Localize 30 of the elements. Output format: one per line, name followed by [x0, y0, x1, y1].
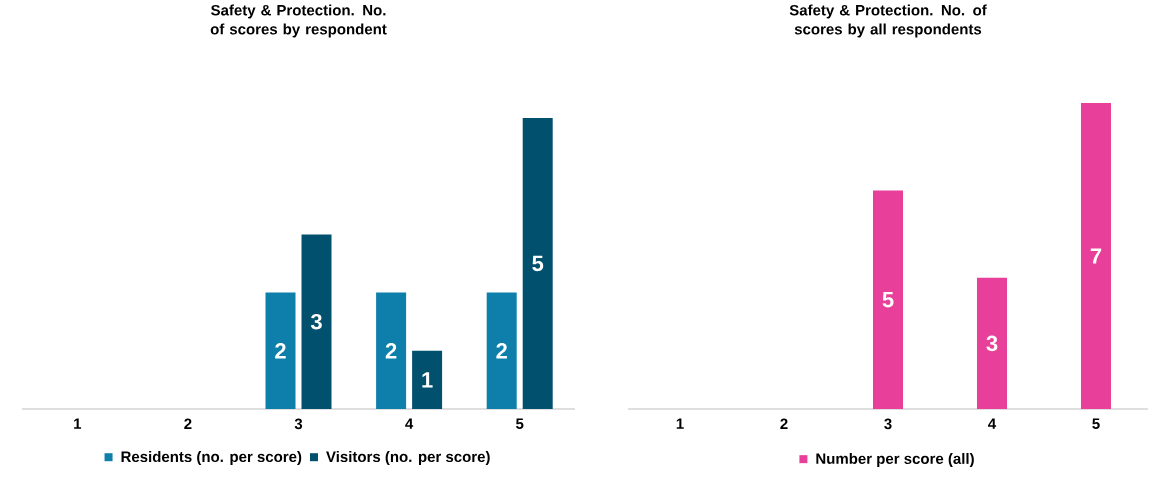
- data-label: 2: [275, 343, 286, 359]
- x-tick-label: 2: [780, 418, 788, 429]
- x-tick-label: 4: [405, 418, 414, 429]
- x-tick-label: 1: [74, 418, 82, 429]
- bar: [376, 292, 407, 409]
- bar: [486, 292, 517, 409]
- x-tick-label: 4: [988, 418, 997, 429]
- legend-label: Residents (no. per score): [121, 451, 302, 465]
- data-label: 7: [1090, 248, 1102, 264]
- bar: [265, 292, 296, 409]
- data-label: 3: [986, 335, 998, 352]
- data-label: 1: [422, 372, 433, 388]
- legend-label: Number per score (all): [816, 452, 974, 467]
- x-tick-label: 5: [515, 418, 524, 429]
- data-label: 2: [496, 343, 507, 359]
- x-tick-label: 3: [884, 418, 892, 430]
- x-tick-label: 5: [1092, 418, 1100, 429]
- chart-title: Safety & Protection. No. of scores by respondent: [210, 4, 387, 38]
- data-label: 5: [532, 255, 544, 272]
- x-tick-label: 1: [676, 418, 684, 429]
- legend-label: Visitors (no. per score): [326, 451, 490, 465]
- chart-title: Safety & Protection. No. of scores by all respondents: [789, 4, 987, 38]
- data-label: 3: [310, 313, 322, 330]
- data-label: 5: [882, 292, 894, 308]
- x-tick-label: 3: [294, 418, 303, 430]
- bar: [412, 350, 443, 409]
- bar: [301, 234, 332, 409]
- bar: [522, 118, 553, 409]
- x-tick-label: 2: [184, 418, 192, 429]
- data-label: 2: [385, 343, 397, 359]
